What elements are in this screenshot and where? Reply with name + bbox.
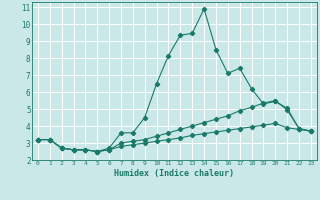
X-axis label: Humidex (Indice chaleur): Humidex (Indice chaleur) [115,169,234,178]
